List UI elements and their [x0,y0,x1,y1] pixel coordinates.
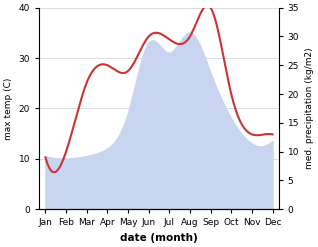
Y-axis label: max temp (C): max temp (C) [4,77,13,140]
Y-axis label: med. precipitation (kg/m2): med. precipitation (kg/m2) [305,48,314,169]
X-axis label: date (month): date (month) [120,233,198,243]
